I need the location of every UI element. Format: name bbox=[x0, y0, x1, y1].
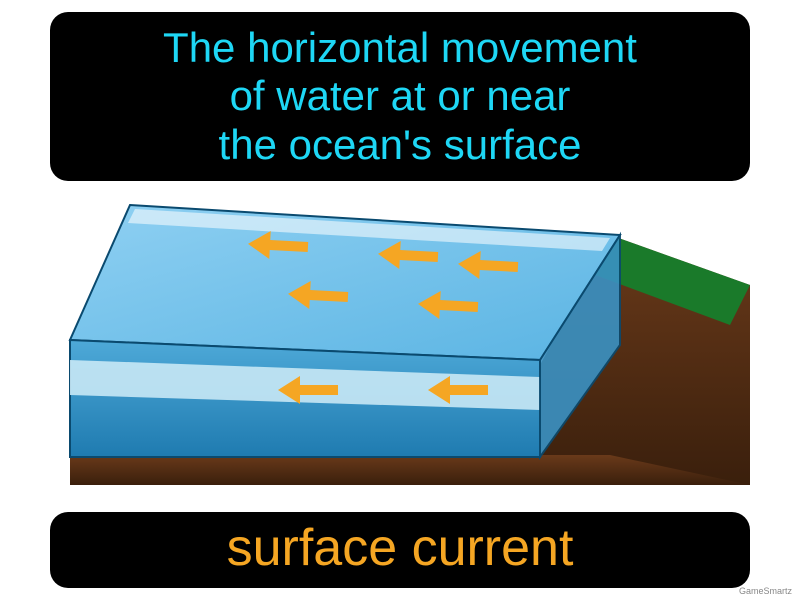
definition-line-2: of water at or near bbox=[230, 72, 571, 119]
term-label: surface current bbox=[227, 519, 574, 577]
watermark: GameSmartz bbox=[739, 586, 792, 596]
ocean-current-diagram bbox=[50, 195, 750, 505]
diagram-svg bbox=[50, 195, 750, 505]
definition-line-3: the ocean's surface bbox=[219, 121, 582, 168]
term-box: surface current bbox=[50, 512, 750, 588]
definition-line-1: The horizontal movement bbox=[163, 24, 637, 71]
definition-box: The horizontal movement of water at or n… bbox=[50, 12, 750, 181]
